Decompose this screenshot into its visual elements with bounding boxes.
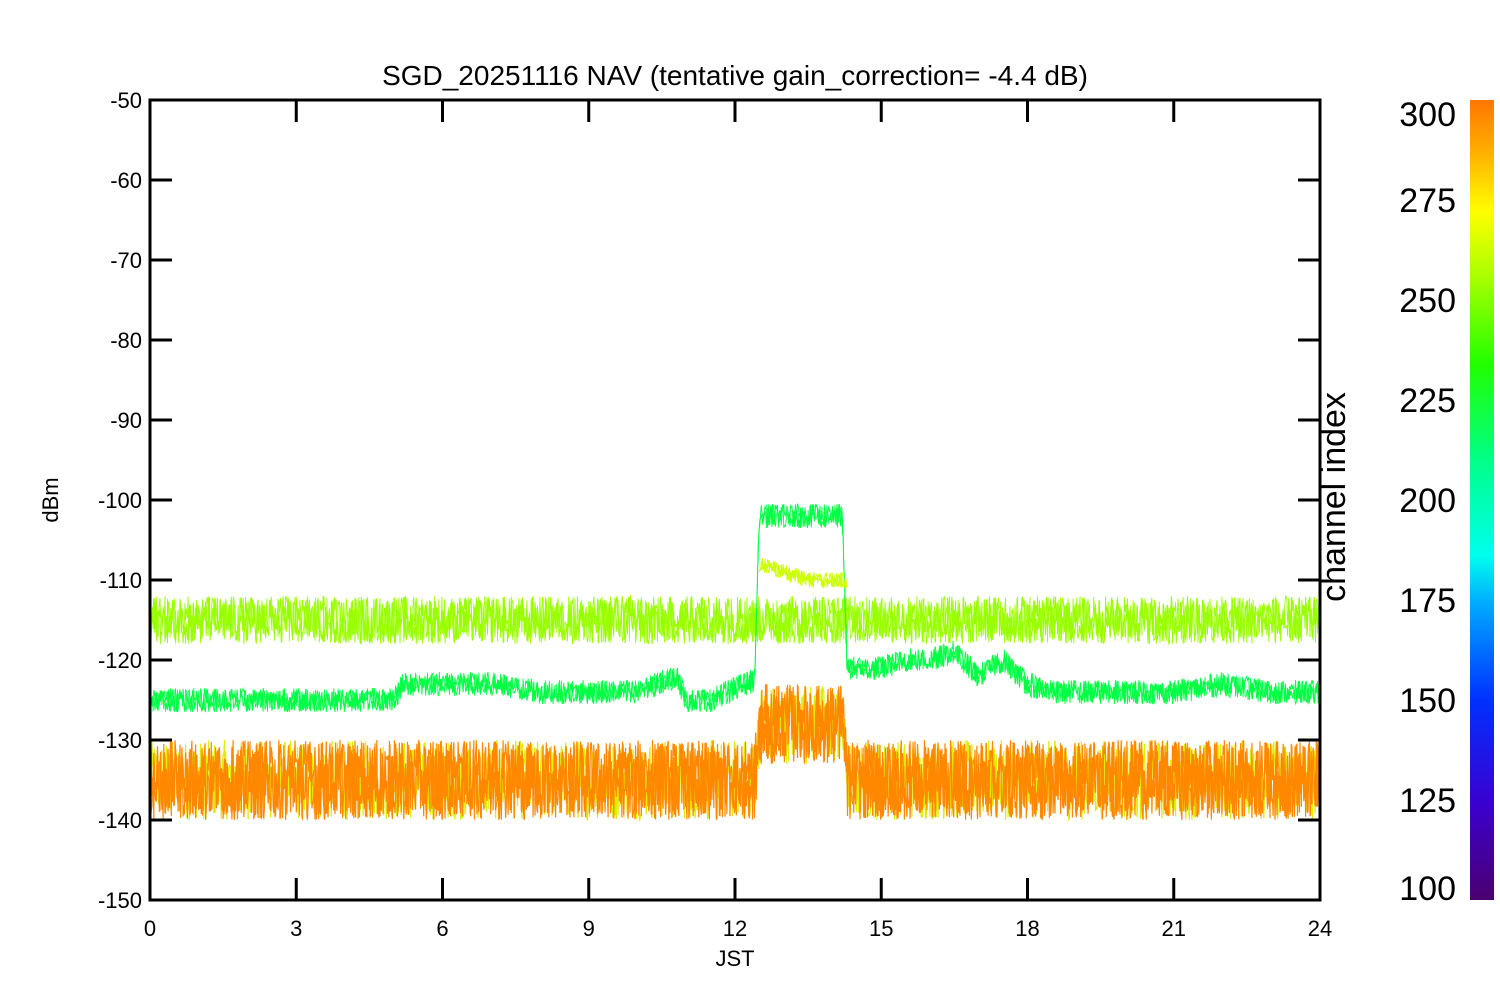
series-2-trace-1 <box>151 502 1320 713</box>
colorbar-tick-label: 175 <box>1399 582 1456 620</box>
y-tick-label: -50 <box>110 88 142 113</box>
y-tick-label: -120 <box>98 648 142 673</box>
x-tick-label: 15 <box>869 916 893 941</box>
y-tick-label: -130 <box>98 728 142 753</box>
colorbar-label: channel index <box>1315 392 1353 602</box>
x-tick-label: 21 <box>1162 916 1186 941</box>
x-tick-label: 18 <box>1015 916 1039 941</box>
colorbar-tick-label: 275 <box>1399 182 1456 220</box>
y-axis-label: dBm <box>38 477 63 522</box>
y-tick-label: -140 <box>98 808 142 833</box>
y-tick-label: -100 <box>98 488 142 513</box>
series-1-trace-1 <box>151 594 1320 646</box>
x-tick-label: 9 <box>583 916 595 941</box>
series-0 <box>151 684 1320 822</box>
series-3 <box>758 558 848 589</box>
x-tick-label: 6 <box>436 916 448 941</box>
series-3-trace-0 <box>758 558 848 589</box>
colorbar-tick-label: 100 <box>1399 870 1456 908</box>
y-tick-label: -70 <box>110 248 142 273</box>
series-1 <box>151 594 1320 646</box>
x-axis-label: JST <box>715 946 754 971</box>
colorbar-tick-label: 200 <box>1399 482 1456 520</box>
x-tick-label: 0 <box>144 916 156 941</box>
y-tick-label: -80 <box>110 328 142 353</box>
colorbar-tick-label: 250 <box>1399 282 1456 320</box>
colorbar-ticks: 300 275 250 225 200 175 150 125 100 <box>1399 96 1456 908</box>
y-tick-label: -150 <box>98 888 142 913</box>
chart-title: SGD_20251116 NAV (tentative gain_correct… <box>382 60 1088 91</box>
y-tick-label: -60 <box>110 168 142 193</box>
colorbar <box>1470 100 1494 900</box>
series-0-trace-2 <box>151 684 1320 821</box>
colorbar-tick-label: 300 <box>1399 96 1456 134</box>
colorbar-tick-label: 150 <box>1399 682 1456 720</box>
series-3-trace-1 <box>759 558 848 588</box>
series-2 <box>151 502 1320 713</box>
x-tick-label: 12 <box>723 916 747 941</box>
y-tick-label: -110 <box>100 568 142 593</box>
series-layer <box>151 502 1320 822</box>
ticks-layer: 0 3 6 9 12 15 18 21 24 -50 -60 -70 -80 -90 -100 -110 -12… <box>98 88 1332 941</box>
colorbar-tick-label: 225 <box>1399 382 1456 420</box>
y-tick-label: -90 <box>110 408 142 433</box>
colorbar-tick-label: 125 <box>1399 782 1456 820</box>
x-tick-label: 24 <box>1308 916 1332 941</box>
x-tick-label: 3 <box>290 916 302 941</box>
